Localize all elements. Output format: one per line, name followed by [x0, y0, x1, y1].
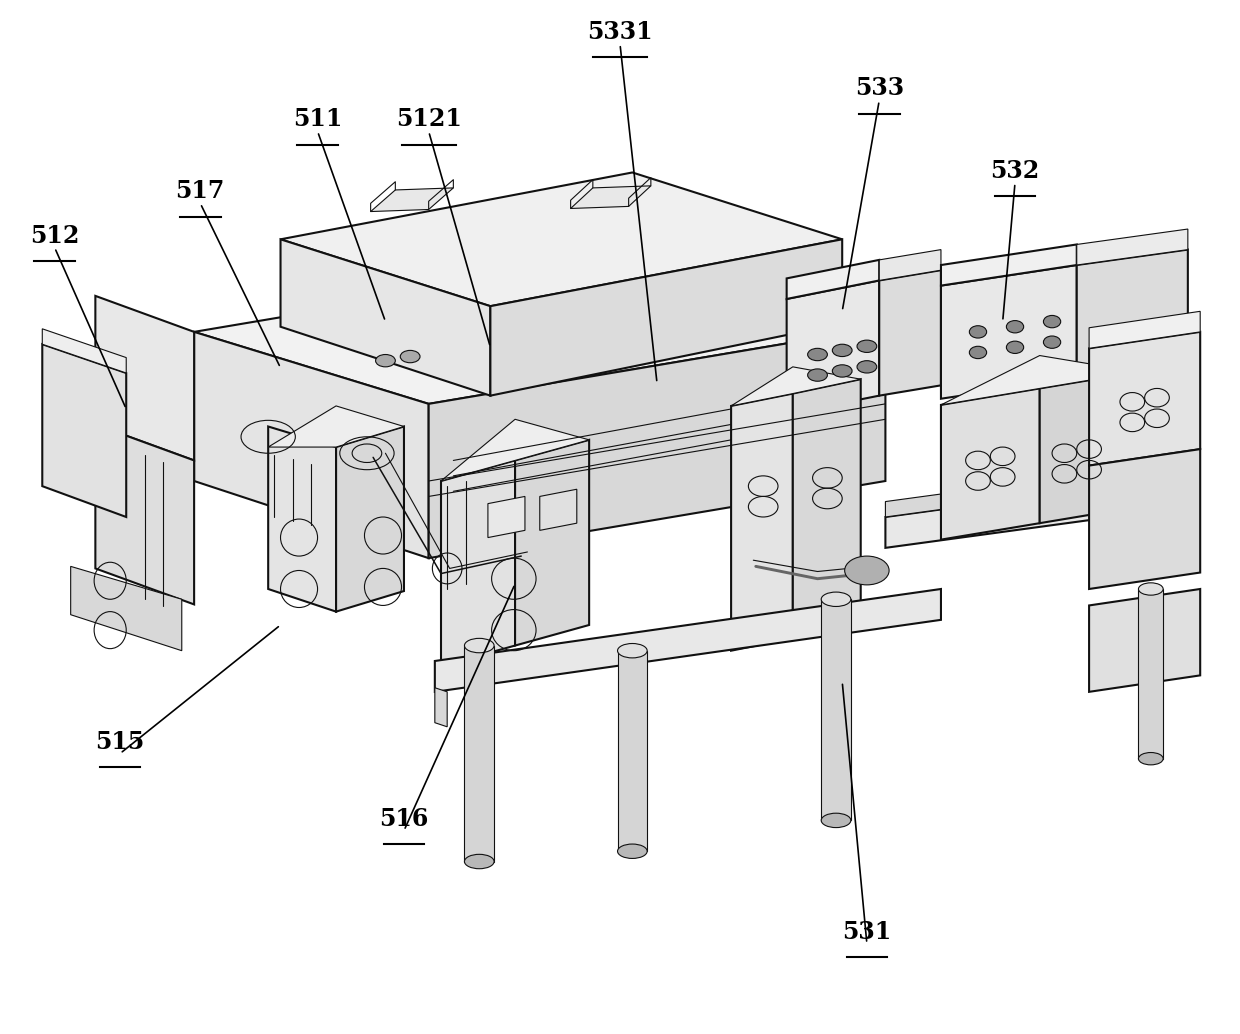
Polygon shape: [879, 270, 941, 396]
Text: 5331: 5331: [588, 20, 652, 43]
Ellipse shape: [1043, 315, 1060, 328]
Polygon shape: [195, 332, 429, 558]
Ellipse shape: [376, 355, 396, 367]
Ellipse shape: [821, 813, 851, 827]
Polygon shape: [885, 476, 1188, 548]
Bar: [821, 600, 851, 820]
Polygon shape: [42, 329, 126, 373]
Polygon shape: [792, 379, 861, 638]
Polygon shape: [487, 496, 525, 538]
Polygon shape: [1089, 332, 1200, 465]
Polygon shape: [268, 426, 336, 612]
Ellipse shape: [465, 638, 494, 652]
Ellipse shape: [807, 348, 827, 361]
Polygon shape: [570, 186, 651, 209]
Text: 531: 531: [842, 920, 892, 944]
Polygon shape: [1089, 589, 1200, 692]
Ellipse shape: [821, 592, 851, 607]
Text: 532: 532: [991, 159, 1039, 183]
Polygon shape: [429, 327, 885, 558]
Polygon shape: [879, 249, 941, 280]
Bar: [465, 645, 494, 861]
Polygon shape: [732, 394, 792, 650]
Polygon shape: [280, 239, 490, 396]
Polygon shape: [280, 173, 842, 306]
Ellipse shape: [465, 854, 494, 869]
Polygon shape: [435, 589, 941, 692]
Ellipse shape: [618, 844, 647, 858]
Ellipse shape: [1007, 321, 1024, 333]
Polygon shape: [95, 296, 195, 460]
Polygon shape: [1076, 249, 1188, 378]
Polygon shape: [336, 426, 404, 612]
Ellipse shape: [618, 643, 647, 658]
Polygon shape: [941, 265, 1076, 399]
Ellipse shape: [1138, 753, 1163, 765]
Polygon shape: [490, 239, 842, 396]
Ellipse shape: [832, 365, 852, 377]
Polygon shape: [441, 460, 515, 666]
Polygon shape: [441, 420, 589, 481]
Polygon shape: [435, 688, 448, 727]
Text: 516: 516: [379, 807, 429, 830]
Polygon shape: [268, 406, 404, 447]
Polygon shape: [539, 489, 577, 530]
Text: 515: 515: [95, 730, 145, 754]
Polygon shape: [786, 280, 879, 415]
Ellipse shape: [844, 556, 889, 585]
Text: 512: 512: [30, 223, 79, 247]
Text: 511: 511: [293, 108, 342, 131]
Polygon shape: [42, 344, 126, 517]
Polygon shape: [732, 367, 861, 406]
Polygon shape: [1039, 372, 1138, 523]
Polygon shape: [195, 254, 885, 404]
Polygon shape: [371, 188, 454, 212]
Polygon shape: [786, 260, 879, 299]
Polygon shape: [1089, 449, 1200, 589]
Ellipse shape: [1007, 341, 1024, 354]
Ellipse shape: [857, 361, 877, 373]
Bar: [618, 650, 647, 851]
Bar: [1138, 589, 1163, 759]
Polygon shape: [95, 424, 195, 605]
Ellipse shape: [970, 346, 987, 359]
Ellipse shape: [401, 351, 420, 363]
Polygon shape: [515, 439, 589, 645]
Text: 517: 517: [176, 179, 224, 204]
Polygon shape: [885, 460, 1188, 517]
Polygon shape: [941, 389, 1039, 540]
Ellipse shape: [857, 340, 877, 353]
Ellipse shape: [807, 369, 827, 382]
Polygon shape: [1089, 311, 1200, 348]
Ellipse shape: [970, 326, 987, 338]
Ellipse shape: [1138, 583, 1163, 596]
Polygon shape: [941, 356, 1138, 405]
Text: 533: 533: [854, 77, 904, 100]
Polygon shape: [941, 244, 1076, 285]
Ellipse shape: [1043, 336, 1060, 348]
Ellipse shape: [832, 344, 852, 357]
Text: 5121: 5121: [396, 108, 461, 131]
Polygon shape: [1076, 230, 1188, 265]
Polygon shape: [71, 567, 182, 650]
